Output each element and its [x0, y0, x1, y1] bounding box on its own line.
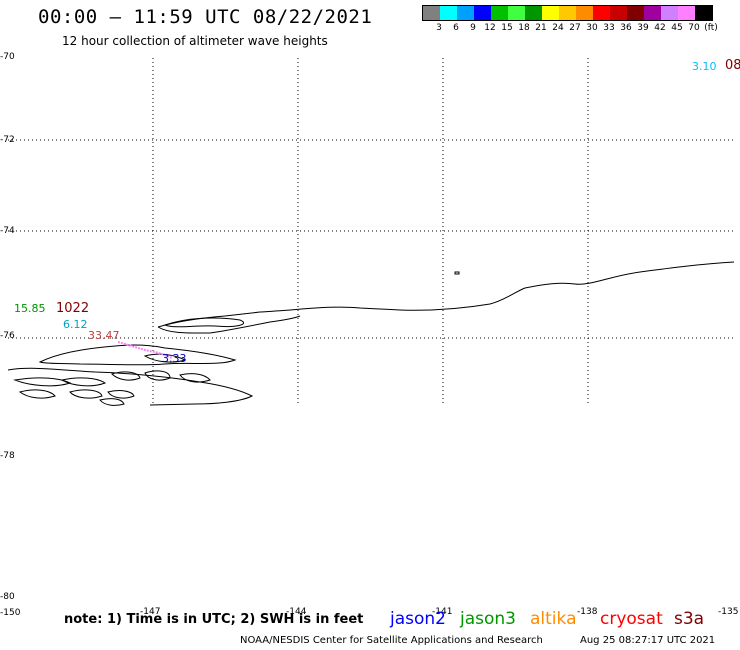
legend-label: 36 — [620, 23, 632, 33]
legend-swatch — [440, 6, 457, 20]
wave-height-label: 1022 — [56, 301, 90, 316]
legend-swatches — [422, 5, 713, 21]
lat-label: -72 — [0, 135, 15, 145]
legend-label: 9 — [470, 23, 476, 33]
wave-height-label: 15.85 — [14, 302, 46, 315]
lon-label: -138 — [577, 607, 598, 617]
legend-label: (ft) — [704, 23, 718, 33]
island-12 — [454, 271, 460, 275]
legend-label: 39 — [637, 23, 649, 33]
island-8 — [69, 389, 103, 399]
ice-shelf-edge — [157, 261, 735, 328]
credit-line: NOAA/NESDIS Center for Satellite Applica… — [240, 635, 543, 646]
island-1 — [163, 317, 245, 328]
legend-label: 42 — [654, 23, 666, 33]
footer-note: note: 1) Time is in UTC; 2) SWH is in fe… — [64, 612, 364, 627]
map-subtitle: 12 hour collection of altimeter wave hei… — [62, 34, 328, 48]
legend-label: 70 — [688, 23, 700, 33]
legend-label: 12 — [484, 23, 496, 33]
legend-swatch — [644, 6, 661, 20]
legend-label: 27 — [569, 23, 581, 33]
island-4 — [111, 371, 141, 381]
wave-height-label: 33.47 — [88, 329, 120, 342]
coast-south — [7, 367, 254, 406]
lon-label: -135 — [718, 607, 739, 617]
legend-label: 15 — [501, 23, 513, 33]
legend-swatch — [457, 6, 474, 20]
wave-height-label: 6.12 — [63, 318, 88, 331]
legend-swatch — [525, 6, 542, 20]
island-10 — [143, 353, 187, 363]
satellite-label: s3a — [674, 609, 705, 629]
wave-height-label: 3.33 — [162, 352, 187, 365]
generated-timestamp: Aug 25 08:27:17 UTC 2021 — [580, 635, 716, 646]
satellite-label: jason2 — [390, 609, 446, 629]
legend-swatch — [695, 6, 712, 20]
coastline — [7, 261, 735, 406]
legend-swatch — [508, 6, 525, 20]
satellite-label: altika — [530, 609, 577, 629]
legend-label: 45 — [671, 23, 683, 33]
island-9 — [107, 390, 135, 399]
color-legend: 3 6 9 12 15 18 21 24 27 30 33 36 39 42 45 70 (ft) — [422, 5, 718, 33]
lon-label: -150 — [0, 608, 21, 618]
map-title: 00:00 – 11:59 UTC 08/22/2021 — [38, 6, 373, 28]
coast-inner — [157, 315, 301, 334]
island-5 — [144, 370, 171, 381]
lat-label: -80 — [0, 592, 15, 602]
legend-swatch — [576, 6, 593, 20]
legend-swatch — [559, 6, 576, 20]
lon-label: -147 — [140, 607, 161, 617]
legend-label: 3 — [436, 23, 442, 33]
coast-lower — [38, 344, 237, 366]
legend-labels: 3 6 9 12 15 18 21 24 27 30 33 36 39 42 45 70 (ft) — [422, 21, 718, 33]
altimeter-track — [117, 341, 173, 359]
legend-swatch — [423, 6, 440, 20]
island-11 — [99, 398, 125, 406]
wave-height-label: 08 — [725, 58, 740, 73]
island-6 — [179, 373, 211, 383]
island-2 — [13, 377, 72, 387]
legend-label: 6 — [453, 23, 459, 33]
lat-label: -78 — [0, 451, 15, 461]
legend-swatch — [661, 6, 678, 20]
legend-label: 33 — [603, 23, 615, 33]
satellite-label: jason3 — [460, 609, 516, 629]
legend-label: 30 — [586, 23, 598, 33]
lat-label: -76 — [0, 331, 15, 341]
graticule — [8, 58, 734, 405]
lat-label: -70 — [0, 52, 15, 62]
legend-swatch — [593, 6, 610, 20]
satellite-label: cryosat — [600, 609, 663, 629]
legend-swatch — [491, 6, 508, 20]
lon-label: -144 — [286, 607, 307, 617]
legend-swatch — [542, 6, 559, 20]
island-7 — [18, 389, 56, 399]
legend-swatch — [627, 6, 644, 20]
legend-label: 21 — [535, 23, 547, 33]
legend-label: 18 — [518, 23, 530, 33]
island-3 — [60, 377, 107, 387]
lat-label: -74 — [0, 226, 15, 236]
legend-swatch — [678, 6, 695, 20]
lon-label: -141 — [432, 607, 453, 617]
legend-label: 24 — [552, 23, 564, 33]
legend-swatch — [474, 6, 491, 20]
legend-swatch — [610, 6, 627, 20]
wave-height-label: 3.10 — [692, 60, 717, 73]
